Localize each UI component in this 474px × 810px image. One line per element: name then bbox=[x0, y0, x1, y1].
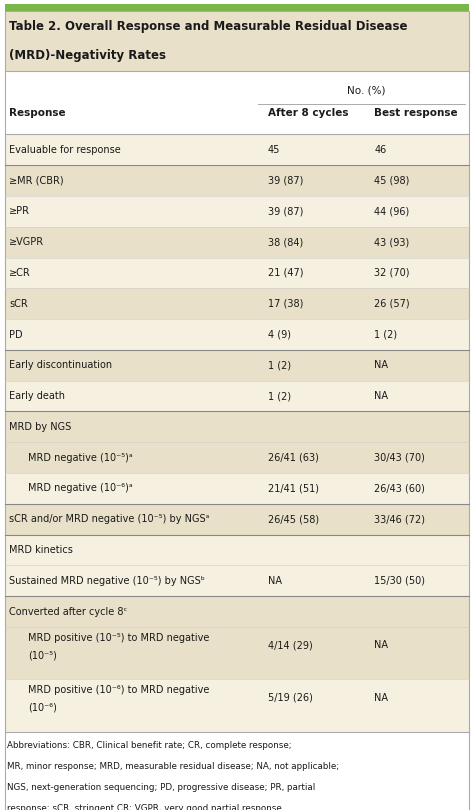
Text: MRD kinetics: MRD kinetics bbox=[9, 545, 73, 555]
Text: 26/45 (58): 26/45 (58) bbox=[268, 514, 319, 524]
Text: 39 (87): 39 (87) bbox=[268, 207, 303, 216]
Text: After 8 cycles: After 8 cycles bbox=[268, 108, 348, 117]
Bar bbox=[5, 565, 469, 596]
Bar bbox=[5, 473, 469, 504]
Text: Table 2. Overall Response and Measurable Residual Disease: Table 2. Overall Response and Measurable… bbox=[9, 20, 408, 33]
Text: ≥MR (CBR): ≥MR (CBR) bbox=[9, 176, 64, 185]
Text: Early death: Early death bbox=[9, 391, 65, 401]
Text: MRD by NGS: MRD by NGS bbox=[9, 422, 72, 432]
Bar bbox=[5, 535, 469, 565]
Text: 26 (57): 26 (57) bbox=[374, 299, 410, 309]
Text: Converted after cycle 8ᶜ: Converted after cycle 8ᶜ bbox=[9, 607, 128, 616]
Bar bbox=[5, 319, 469, 350]
Text: PD: PD bbox=[9, 330, 23, 339]
Text: NA: NA bbox=[268, 576, 282, 586]
Text: sCR and/or MRD negative (10⁻⁵) by NGSᵃ: sCR and/or MRD negative (10⁻⁵) by NGSᵃ bbox=[9, 514, 210, 524]
Bar bbox=[5, 350, 469, 381]
Text: NA: NA bbox=[374, 391, 389, 401]
Text: sCR: sCR bbox=[9, 299, 28, 309]
Text: 43 (93): 43 (93) bbox=[374, 237, 410, 247]
Text: ≥PR: ≥PR bbox=[9, 207, 30, 216]
Text: 4 (9): 4 (9) bbox=[268, 330, 291, 339]
Text: 44 (96): 44 (96) bbox=[374, 207, 410, 216]
Text: No. (%): No. (%) bbox=[347, 86, 385, 96]
Text: Response: Response bbox=[9, 108, 66, 117]
Bar bbox=[5, 134, 469, 165]
Bar bbox=[5, 442, 469, 473]
Text: 1 (2): 1 (2) bbox=[268, 391, 291, 401]
Text: (10⁻⁶): (10⁻⁶) bbox=[28, 703, 57, 713]
Bar bbox=[5, 196, 469, 227]
Bar bbox=[5, 596, 469, 627]
Text: 1 (2): 1 (2) bbox=[268, 360, 291, 370]
Text: NGS, next-generation sequencing; PD, progressive disease; PR, partial: NGS, next-generation sequencing; PD, pro… bbox=[7, 783, 315, 792]
Text: (MRD)-Negativity Rates: (MRD)-Negativity Rates bbox=[9, 49, 166, 62]
Text: MR, minor response; MRD, measurable residual disease; NA, not applicable;: MR, minor response; MRD, measurable resi… bbox=[7, 762, 339, 771]
Text: Abbreviations: CBR, Clinical benefit rate; CR, complete response;: Abbreviations: CBR, Clinical benefit rat… bbox=[7, 741, 292, 750]
Text: Sustained MRD negative (10⁻⁵) by NGSᵇ: Sustained MRD negative (10⁻⁵) by NGSᵇ bbox=[9, 576, 205, 586]
Bar bbox=[5, 411, 469, 442]
Bar bbox=[5, 381, 469, 411]
Text: 21 (47): 21 (47) bbox=[268, 268, 303, 278]
Text: 26/43 (60): 26/43 (60) bbox=[374, 484, 425, 493]
Text: 46: 46 bbox=[374, 145, 387, 155]
Bar bbox=[5, 11, 469, 71]
Text: 33/46 (72): 33/46 (72) bbox=[374, 514, 426, 524]
Text: response; sCR, stringent CR; VGPR, very good partial response.: response; sCR, stringent CR; VGPR, very … bbox=[7, 804, 284, 810]
Bar bbox=[5, 258, 469, 288]
Text: MRD negative (10⁻⁶)ᵃ: MRD negative (10⁻⁶)ᵃ bbox=[28, 484, 133, 493]
Text: ≥CR: ≥CR bbox=[9, 268, 31, 278]
Bar bbox=[5, 4, 469, 11]
Text: (10⁻⁵): (10⁻⁵) bbox=[28, 650, 57, 660]
Bar bbox=[5, 227, 469, 258]
Text: 45: 45 bbox=[268, 145, 280, 155]
Text: MRD positive (10⁻⁵) to MRD negative: MRD positive (10⁻⁵) to MRD negative bbox=[28, 633, 210, 642]
Text: 30/43 (70): 30/43 (70) bbox=[374, 453, 425, 463]
Text: 38 (84): 38 (84) bbox=[268, 237, 303, 247]
Text: 32 (70): 32 (70) bbox=[374, 268, 410, 278]
Text: 45 (98): 45 (98) bbox=[374, 176, 410, 185]
Bar bbox=[5, 288, 469, 319]
Text: MRD negative (10⁻⁵)ᵃ: MRD negative (10⁻⁵)ᵃ bbox=[28, 453, 133, 463]
Bar bbox=[5, 504, 469, 535]
Text: Evaluable for response: Evaluable for response bbox=[9, 145, 121, 155]
Text: 15/30 (50): 15/30 (50) bbox=[374, 576, 426, 586]
Text: 4/14 (29): 4/14 (29) bbox=[268, 640, 312, 650]
Text: 39 (87): 39 (87) bbox=[268, 176, 303, 185]
Text: NA: NA bbox=[374, 640, 389, 650]
Bar bbox=[5, 627, 469, 680]
Text: Best response: Best response bbox=[374, 108, 458, 117]
Text: 26/41 (63): 26/41 (63) bbox=[268, 453, 319, 463]
Text: NA: NA bbox=[374, 693, 389, 702]
Text: 5/19 (26): 5/19 (26) bbox=[268, 693, 313, 702]
Text: MRD positive (10⁻⁶) to MRD negative: MRD positive (10⁻⁶) to MRD negative bbox=[28, 685, 210, 695]
Text: 17 (38): 17 (38) bbox=[268, 299, 303, 309]
Bar bbox=[5, 680, 469, 731]
Text: ≥VGPR: ≥VGPR bbox=[9, 237, 45, 247]
Text: NA: NA bbox=[374, 360, 389, 370]
Text: 1 (2): 1 (2) bbox=[374, 330, 398, 339]
Bar bbox=[5, 165, 469, 196]
Text: 21/41 (51): 21/41 (51) bbox=[268, 484, 319, 493]
Text: Early discontinuation: Early discontinuation bbox=[9, 360, 113, 370]
